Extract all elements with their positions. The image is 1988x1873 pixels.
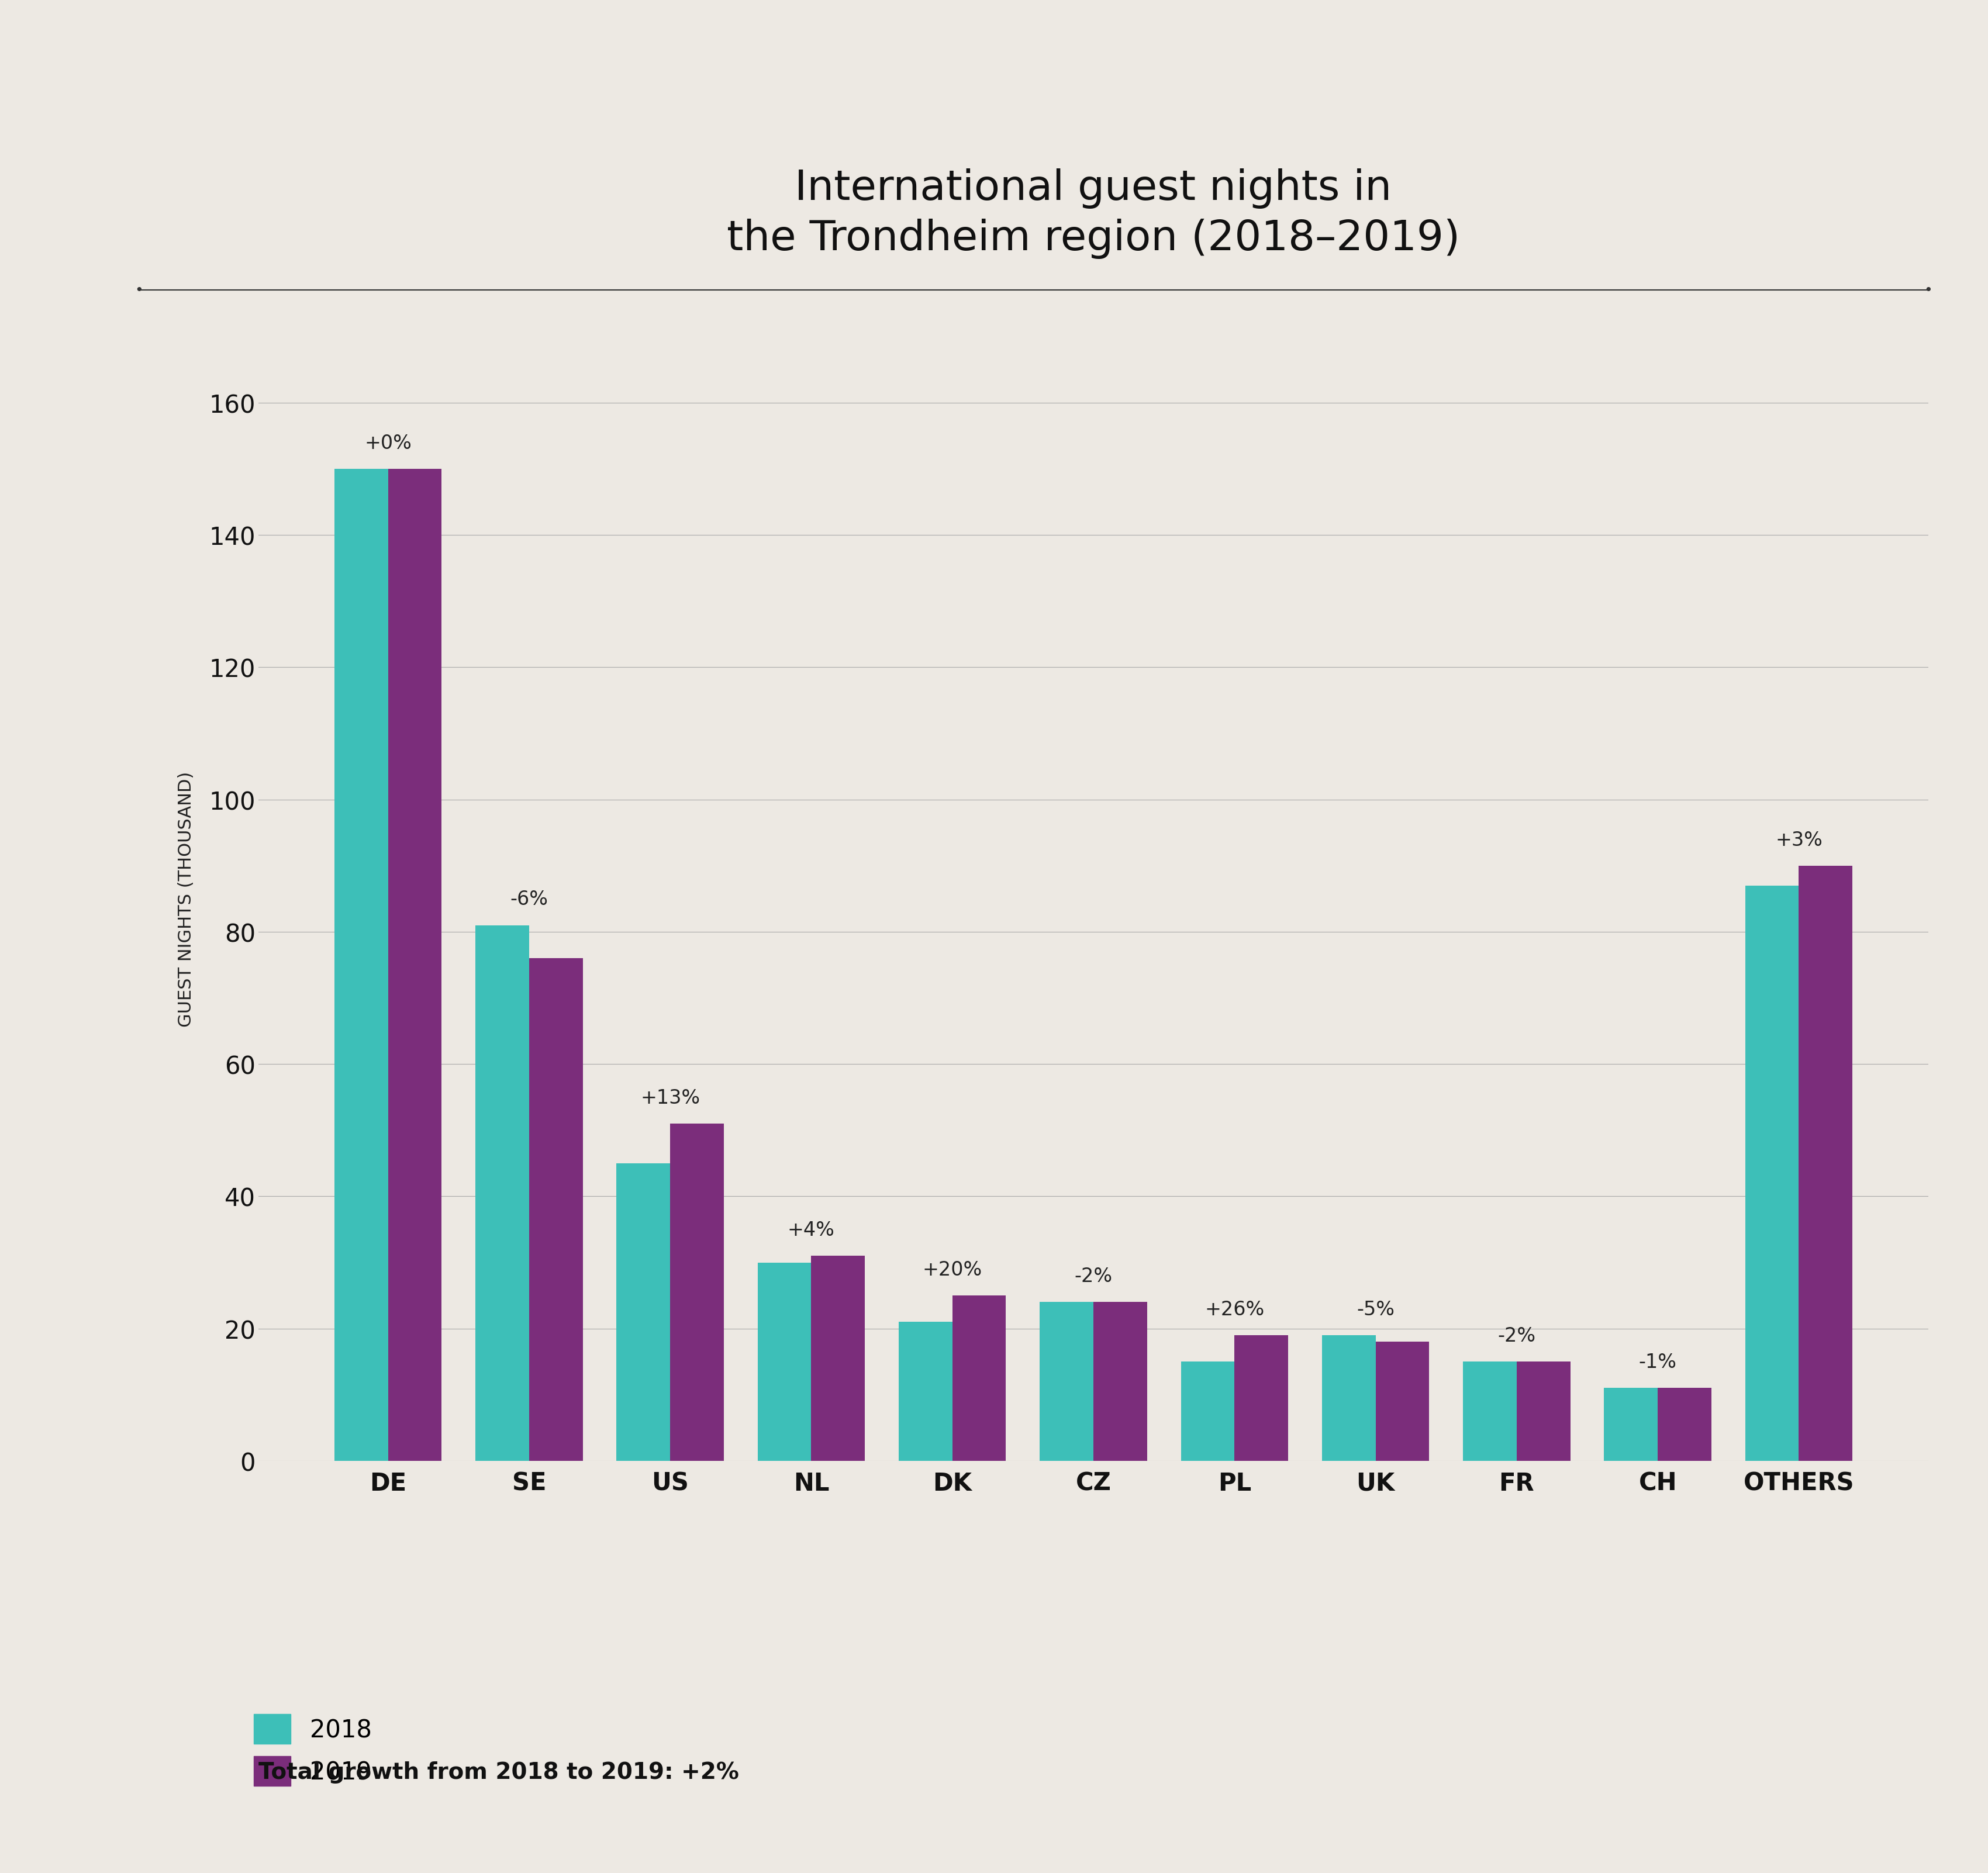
Text: -2%: -2% bbox=[1074, 1266, 1113, 1285]
Bar bbox=[1745, 886, 1799, 1461]
Text: -5%: -5% bbox=[1356, 1300, 1394, 1319]
Text: +26%: +26% bbox=[1205, 1300, 1264, 1319]
Legend: 2018, 2019: 2018, 2019 bbox=[254, 1714, 372, 1785]
Text: +20%: +20% bbox=[922, 1261, 982, 1279]
Bar bbox=[1517, 1362, 1571, 1461]
Bar bbox=[952, 1296, 1006, 1461]
Text: +3%: +3% bbox=[1775, 830, 1823, 850]
Bar bbox=[757, 1262, 811, 1461]
Bar bbox=[1040, 1302, 1093, 1461]
Text: +4%: +4% bbox=[787, 1219, 835, 1240]
Text: Total growth from 2018 to 2019: +2%: Total growth from 2018 to 2019: +2% bbox=[258, 1761, 740, 1783]
Bar bbox=[1093, 1302, 1147, 1461]
Bar bbox=[1658, 1388, 1712, 1461]
Bar bbox=[529, 959, 582, 1461]
Bar bbox=[616, 1163, 670, 1461]
Bar bbox=[1376, 1341, 1429, 1461]
Bar bbox=[1235, 1335, 1288, 1461]
Text: •: • bbox=[135, 283, 143, 298]
Bar bbox=[334, 470, 388, 1461]
Bar bbox=[1799, 865, 1853, 1461]
Y-axis label: GUEST NIGHTS (THOUSAND): GUEST NIGHTS (THOUSAND) bbox=[177, 772, 195, 1026]
Text: -1%: -1% bbox=[1638, 1352, 1676, 1371]
Bar bbox=[670, 1124, 724, 1461]
Text: International guest nights in
the Trondheim region (2018–2019): International guest nights in the Trondh… bbox=[728, 169, 1459, 258]
Text: -2%: -2% bbox=[1497, 1326, 1535, 1345]
Text: •: • bbox=[1924, 283, 1932, 298]
Bar bbox=[899, 1322, 952, 1461]
Text: +13%: +13% bbox=[640, 1088, 700, 1107]
Bar bbox=[1463, 1362, 1517, 1461]
Text: -6%: -6% bbox=[511, 890, 549, 908]
Bar bbox=[475, 925, 529, 1461]
Bar bbox=[1181, 1362, 1235, 1461]
Bar bbox=[388, 470, 441, 1461]
Text: +0%: +0% bbox=[364, 433, 412, 453]
Bar bbox=[811, 1257, 865, 1461]
Bar bbox=[1604, 1388, 1658, 1461]
Bar bbox=[1322, 1335, 1376, 1461]
